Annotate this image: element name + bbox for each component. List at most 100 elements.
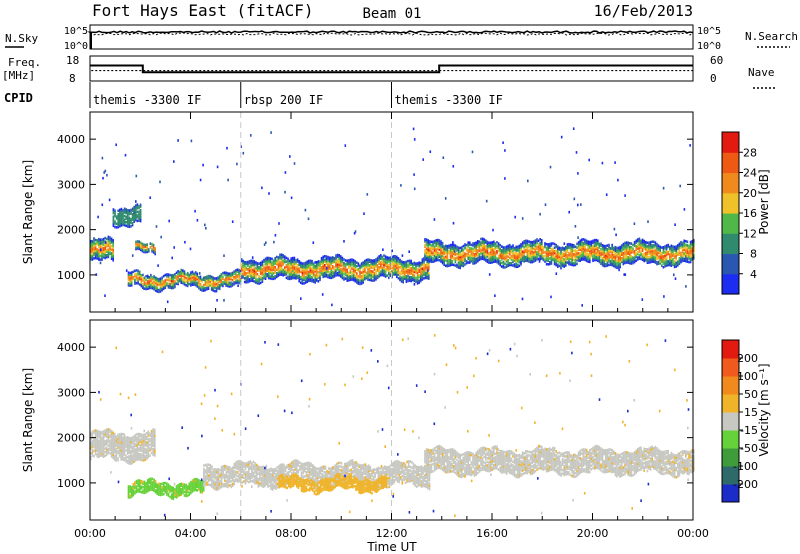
heatmap-cell bbox=[142, 435, 145, 439]
heatmap-cell bbox=[151, 250, 153, 253]
heatmap-cell bbox=[153, 484, 155, 487]
heatmap-speck bbox=[555, 272, 558, 275]
heatmap-cell bbox=[90, 254, 92, 257]
heatmap-cell bbox=[454, 251, 457, 255]
heatmap-cell bbox=[677, 260, 679, 263]
heatmap-cell bbox=[115, 439, 118, 442]
heatmap-cell bbox=[425, 247, 428, 251]
heatmap-cell bbox=[125, 220, 127, 224]
heatmap-cell bbox=[386, 261, 388, 265]
heatmap-cell bbox=[233, 270, 235, 273]
heatmap-cell bbox=[125, 440, 127, 443]
heatmap-cell bbox=[136, 449, 138, 452]
heatmap-cell bbox=[493, 247, 495, 251]
heatmap-cell bbox=[182, 482, 184, 486]
heatmap-cell bbox=[402, 261, 404, 264]
heatmap-cell bbox=[288, 263, 291, 266]
heatmap-cell bbox=[287, 262, 289, 266]
heatmap-cell bbox=[147, 448, 150, 452]
heatmap-cell bbox=[348, 262, 350, 266]
heatmap-cell bbox=[288, 270, 291, 273]
heatmap-cell bbox=[404, 275, 406, 279]
heatmap-cell bbox=[127, 225, 129, 228]
heatmap-cell bbox=[643, 243, 645, 247]
heatmap-cell bbox=[102, 441, 105, 444]
heatmap-cell bbox=[595, 246, 597, 249]
heatmap-speck bbox=[284, 171, 287, 174]
heatmap-cell bbox=[217, 477, 220, 480]
heatmap-cell bbox=[517, 254, 519, 258]
heatmap-cell bbox=[328, 276, 331, 279]
heatmap-cell bbox=[185, 280, 187, 283]
heatmap-cell bbox=[408, 268, 411, 272]
heatmap-cell bbox=[513, 263, 516, 266]
heatmap-cell bbox=[94, 447, 97, 450]
heatmap-cell bbox=[408, 272, 411, 275]
heatmap-cell bbox=[654, 241, 657, 244]
heatmap-speck bbox=[641, 298, 644, 301]
heatmap-cell bbox=[123, 446, 126, 449]
heatmap-cell bbox=[98, 430, 100, 433]
heatmap-cell bbox=[333, 266, 336, 269]
heatmap-speck bbox=[268, 192, 270, 195]
heatmap-cell bbox=[512, 249, 514, 253]
heatmap-cell bbox=[145, 490, 147, 494]
heatmap-cell bbox=[148, 286, 151, 290]
heatmap-cell bbox=[375, 263, 377, 267]
heatmap-cell bbox=[472, 244, 474, 247]
heatmap-cell bbox=[316, 264, 318, 268]
heatmap-cell bbox=[574, 260, 577, 263]
heatmap-cell bbox=[375, 265, 377, 268]
heatmap-cell bbox=[101, 252, 103, 256]
heatmap-cell bbox=[139, 447, 142, 451]
heatmap-cell bbox=[133, 216, 135, 220]
heatmap-cell bbox=[563, 265, 565, 268]
heatmap-cell bbox=[215, 481, 218, 484]
heatmap-cell bbox=[319, 273, 321, 276]
heatmap-cell bbox=[351, 276, 353, 280]
heatmap-cell bbox=[561, 248, 564, 251]
heatmap-cell bbox=[603, 252, 605, 255]
heatmap-cell bbox=[106, 451, 108, 455]
heatmap-cell bbox=[425, 238, 428, 241]
heatmap-cell bbox=[396, 262, 398, 266]
heatmap-cell bbox=[627, 248, 629, 252]
heatmap-cell bbox=[680, 255, 682, 258]
heatmap-cell bbox=[437, 258, 439, 262]
heatmap-cell bbox=[154, 448, 156, 452]
heatmap-cell bbox=[505, 263, 508, 267]
heatmap-cell bbox=[617, 250, 620, 253]
heatmap-cell bbox=[218, 285, 221, 289]
heatmap-cell bbox=[585, 248, 588, 252]
heatmap-cell bbox=[122, 221, 124, 225]
heatmap-cell bbox=[115, 226, 118, 229]
heatmap-cell bbox=[309, 272, 312, 275]
heatmap-cell bbox=[170, 275, 173, 279]
heatmap-cell bbox=[646, 250, 649, 254]
heatmap-cell bbox=[481, 250, 484, 253]
heatmap-cell bbox=[421, 276, 424, 279]
heatmap-cell bbox=[635, 259, 637, 262]
heatmap-cell bbox=[316, 261, 318, 264]
heatmap-cell bbox=[91, 247, 94, 250]
heatmap-cell bbox=[122, 449, 124, 452]
heatmap-cell bbox=[402, 264, 404, 268]
heatmap-cell bbox=[589, 255, 591, 258]
heatmap-cell bbox=[253, 269, 256, 272]
heatmap-cell bbox=[557, 258, 559, 261]
heatmap-cell bbox=[130, 458, 132, 462]
heatmap-cell bbox=[512, 246, 514, 249]
heatmap-cell bbox=[354, 260, 356, 263]
heatmap-cell bbox=[437, 247, 439, 251]
heatmap-cell bbox=[475, 261, 477, 264]
heatmap-cell bbox=[139, 458, 142, 461]
heatmap-cell bbox=[376, 267, 379, 271]
heatmap-cell bbox=[190, 482, 192, 486]
heatmap-cell bbox=[263, 258, 265, 262]
heatmap-cell bbox=[478, 254, 481, 258]
heatmap-cell bbox=[550, 262, 553, 265]
heatmap-cell bbox=[142, 448, 145, 451]
heatmap-cell bbox=[93, 431, 95, 434]
heatmap-cell bbox=[102, 453, 105, 457]
heatmap-cell bbox=[525, 239, 527, 243]
